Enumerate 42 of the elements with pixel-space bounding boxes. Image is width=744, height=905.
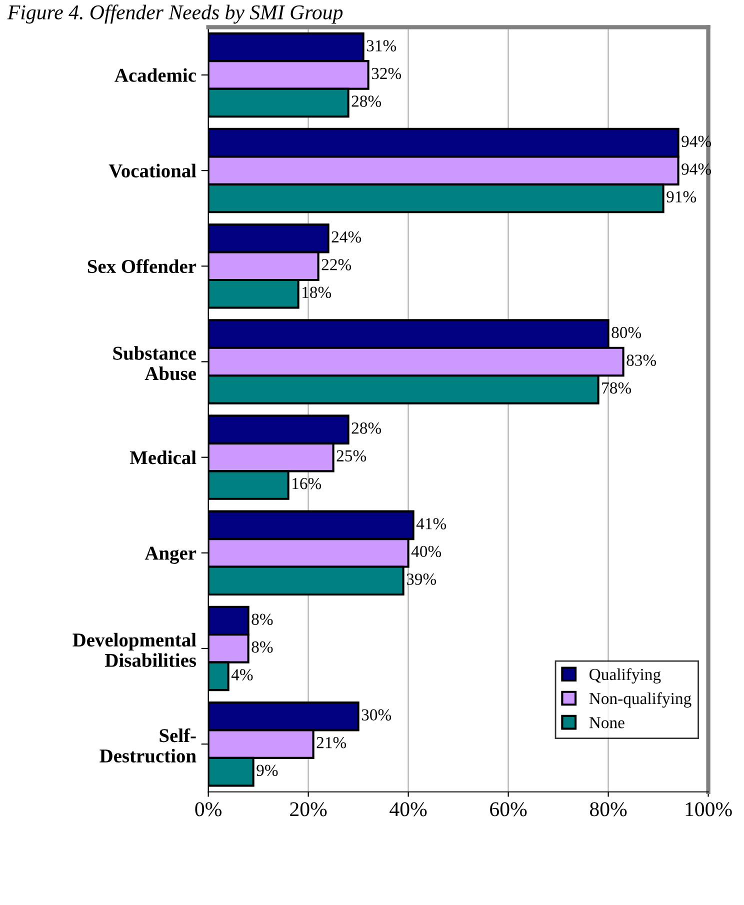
legend-label: Non-qualifying xyxy=(589,692,692,708)
data-label: 40% xyxy=(411,546,442,558)
data-label: 8% xyxy=(252,614,273,625)
data-label: 9% xyxy=(256,764,278,776)
x-tick-label: 20% xyxy=(290,802,327,816)
data-label: 4% xyxy=(231,669,253,680)
data-label: 8% xyxy=(252,641,273,653)
data-label: 28% xyxy=(352,96,382,107)
data-label: 78% xyxy=(602,382,632,394)
data-label: 41% xyxy=(416,518,446,530)
data-label: 30% xyxy=(362,709,392,721)
data-label: 94% xyxy=(682,163,712,175)
data-label: 16% xyxy=(292,478,322,490)
y-tick-label: Self- Destruction xyxy=(100,728,196,763)
data-label: 22% xyxy=(322,259,352,270)
y-tick-label: Medical xyxy=(130,450,196,464)
data-label: 25% xyxy=(336,450,366,462)
data-label: 83% xyxy=(626,354,656,366)
data-label: 21% xyxy=(316,737,346,748)
data-label: 91% xyxy=(666,191,696,202)
y-tick-label: Developmental Disabilities xyxy=(72,632,196,667)
x-tick-label: 40% xyxy=(390,802,427,816)
x-tick-label: 0% xyxy=(195,802,222,816)
y-tick-label: Academic xyxy=(114,68,196,82)
y-tick-label: Substance Abuse xyxy=(113,346,196,380)
y-tick-label: Sex Offender xyxy=(88,259,196,274)
data-label: 18% xyxy=(302,286,332,298)
y-tick-label: Anger xyxy=(144,546,196,564)
data-label: 32% xyxy=(372,68,402,80)
data-label: 24% xyxy=(332,231,362,243)
x-tick-label: 60% xyxy=(490,802,527,816)
data-label: 31% xyxy=(366,40,396,52)
data-label: 94% xyxy=(682,136,712,148)
data-label: 28% xyxy=(352,422,382,434)
data-label: 80% xyxy=(612,326,642,338)
legend-label: None xyxy=(589,717,624,728)
data-label: 39% xyxy=(406,574,436,585)
chart-title: Figure 4. Offender Needs by SMI Group xyxy=(7,4,343,24)
x-tick-label: 80% xyxy=(590,802,627,816)
y-tick-label: Vocational xyxy=(108,164,196,178)
x-tick-label: 100% xyxy=(686,802,732,816)
legend-label: Qualifying xyxy=(590,668,661,684)
